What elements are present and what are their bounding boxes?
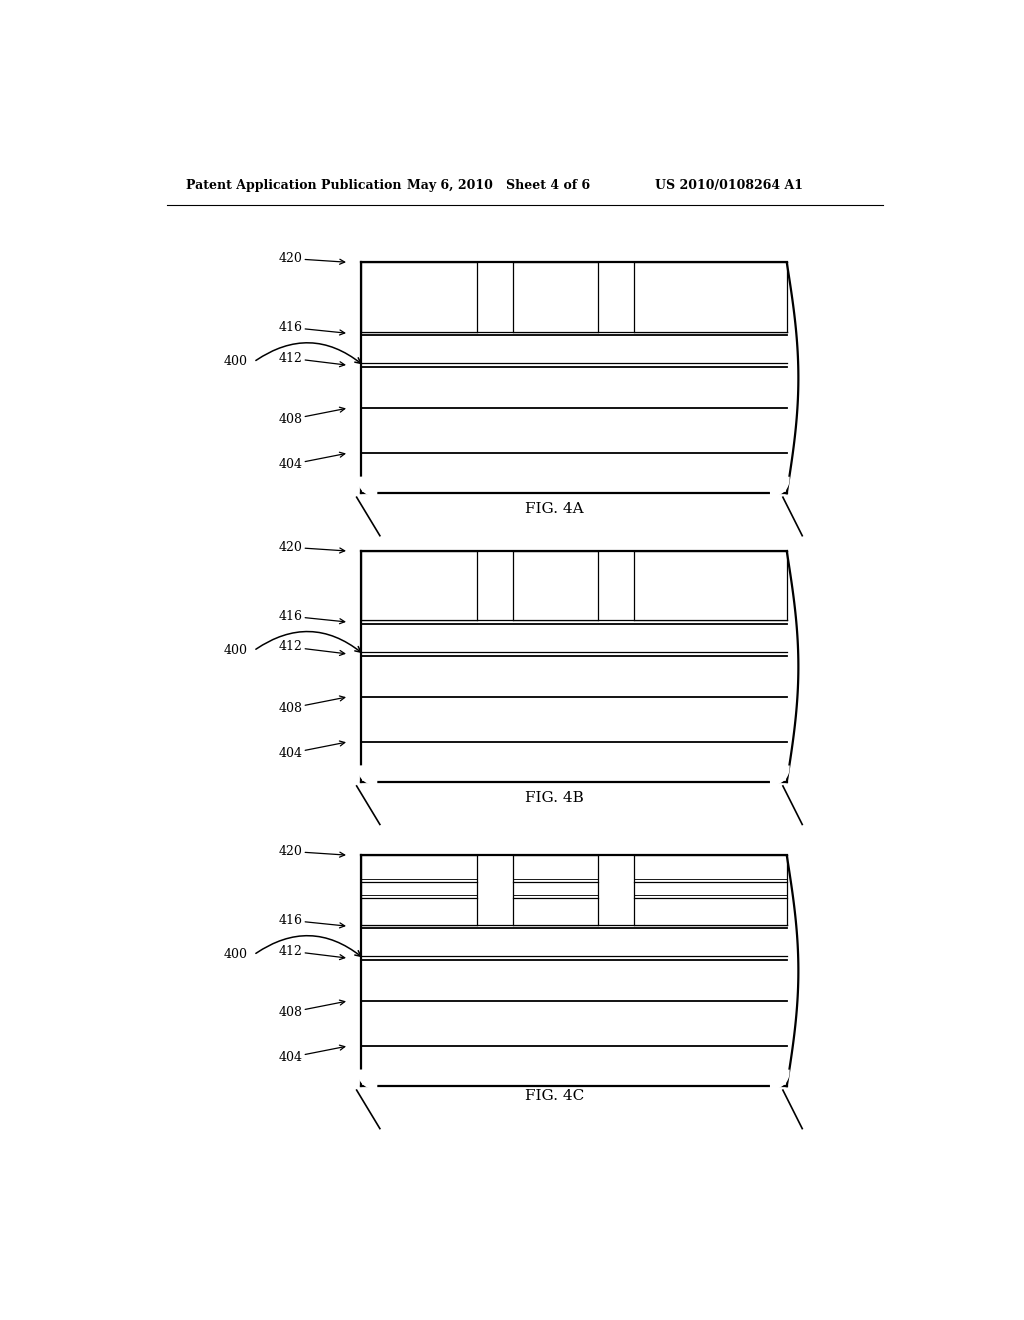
Text: 408: 408 [279, 407, 345, 426]
Text: FIG. 4A: FIG. 4A [525, 502, 584, 516]
Bar [513, 855, 598, 924]
Text: 420: 420 [279, 252, 345, 265]
Text: FIG. 4B: FIG. 4B [525, 791, 584, 804]
Text: 420: 420 [279, 845, 345, 858]
Text: 400: 400 [224, 644, 248, 656]
Text: Patent Application Publication: Patent Application Publication [186, 178, 401, 191]
Bar [634, 855, 786, 924]
Text: 408: 408 [279, 1001, 345, 1019]
Text: 412: 412 [279, 945, 345, 960]
Text: 412: 412 [279, 351, 345, 367]
Bar [513, 263, 598, 331]
Bar [360, 263, 786, 494]
Text: May 6, 2010   Sheet 4 of 6: May 6, 2010 Sheet 4 of 6 [407, 178, 590, 191]
Text: 420: 420 [279, 541, 345, 554]
Bar [360, 855, 476, 924]
Text: 404: 404 [279, 453, 345, 471]
Text: US 2010/0108264 A1: US 2010/0108264 A1 [655, 178, 803, 191]
Bar [634, 552, 786, 620]
Text: 416: 416 [279, 913, 345, 928]
Bar [360, 552, 476, 620]
Bar [360, 552, 786, 781]
Bar [360, 263, 476, 331]
Text: 400: 400 [224, 355, 248, 368]
Text: 400: 400 [224, 948, 248, 961]
Text: 416: 416 [279, 321, 345, 335]
Text: 404: 404 [279, 741, 345, 760]
Bar [634, 263, 786, 331]
Bar [513, 552, 598, 620]
Text: 408: 408 [279, 696, 345, 714]
Bar [360, 855, 786, 1086]
Text: 416: 416 [279, 610, 345, 624]
Text: 412: 412 [279, 640, 345, 656]
Text: 404: 404 [279, 1045, 345, 1064]
Text: FIG. 4C: FIG. 4C [524, 1089, 584, 1104]
